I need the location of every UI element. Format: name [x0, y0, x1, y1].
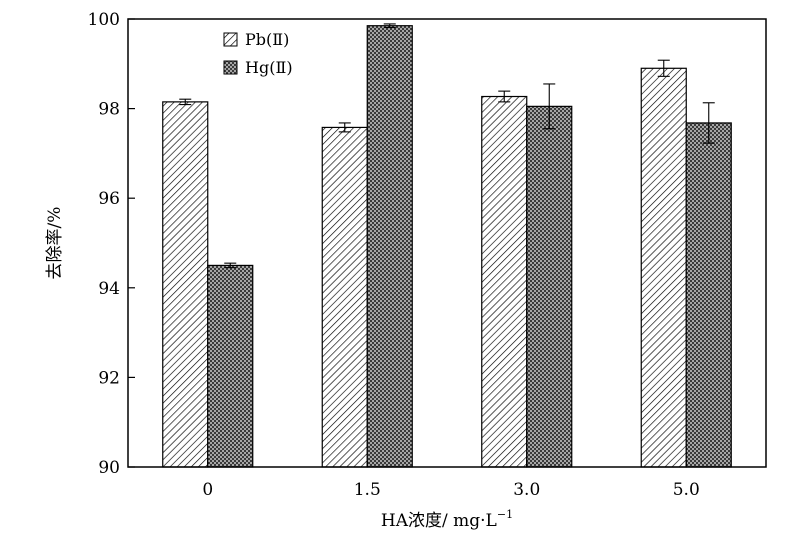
bar-pb-1	[321, 126, 368, 468]
bars-layer	[162, 25, 732, 468]
x-axis-title: HA浓度/ mg·L−1	[381, 508, 513, 531]
bar-pb-0	[162, 101, 209, 468]
error-bar-hg-1	[383, 23, 396, 29]
bar-hg-2	[526, 105, 573, 468]
x-tick-label-0: 0	[202, 480, 213, 500]
y-tick-label-4: 98	[98, 100, 120, 120]
error-bar-hg-2	[543, 83, 556, 130]
error-bar-hg-3	[702, 102, 715, 144]
y-axis: 90 92 94 96 98 100	[88, 10, 135, 478]
error-bar-pb-2	[498, 90, 511, 103]
legend-swatch-0	[223, 32, 238, 47]
y-tick-label-0: 90	[98, 458, 120, 478]
y-tick-label-2: 94	[98, 279, 120, 299]
x-tick-label-3: 5.0	[673, 480, 700, 500]
error-bar-hg-0	[224, 262, 237, 269]
error-bar-pb-1	[338, 122, 351, 133]
legend-item-pb: Pb(Ⅱ)	[223, 30, 289, 49]
y-tick-label-5: 100	[88, 10, 120, 30]
y-tick-label-3: 96	[98, 189, 120, 209]
y-tick-label-1: 92	[98, 368, 120, 388]
legend: Pb(Ⅱ) Hg(Ⅱ)	[223, 30, 293, 77]
y-axis-title: 去除率/%	[45, 207, 65, 280]
plot-frame	[127, 18, 767, 468]
legend-label-1: Hg(Ⅱ)	[245, 58, 293, 77]
bar-hg-1	[366, 25, 413, 468]
x-tick-label-2: 3.0	[513, 480, 540, 500]
error-bar-pb-3	[657, 59, 670, 77]
x-axis-title-superscript: −1	[497, 508, 513, 521]
error-bars-layer	[179, 23, 715, 269]
x-axis: 0 1.5 3.0 5.0	[202, 460, 700, 500]
bar-pb-2	[481, 95, 528, 468]
x-tick-label-1: 1.5	[354, 480, 381, 500]
error-bar-pb-0	[179, 98, 192, 106]
legend-swatch-1	[223, 60, 238, 75]
bar-pb-3	[640, 67, 687, 468]
bar-hg-0	[207, 264, 254, 468]
legend-label-0: Pb(Ⅱ)	[245, 30, 289, 49]
legend-item-hg: Hg(Ⅱ)	[223, 58, 293, 77]
bar-hg-3	[685, 122, 732, 468]
x-axis-title-main: HA浓度/ mg·L	[381, 511, 497, 531]
